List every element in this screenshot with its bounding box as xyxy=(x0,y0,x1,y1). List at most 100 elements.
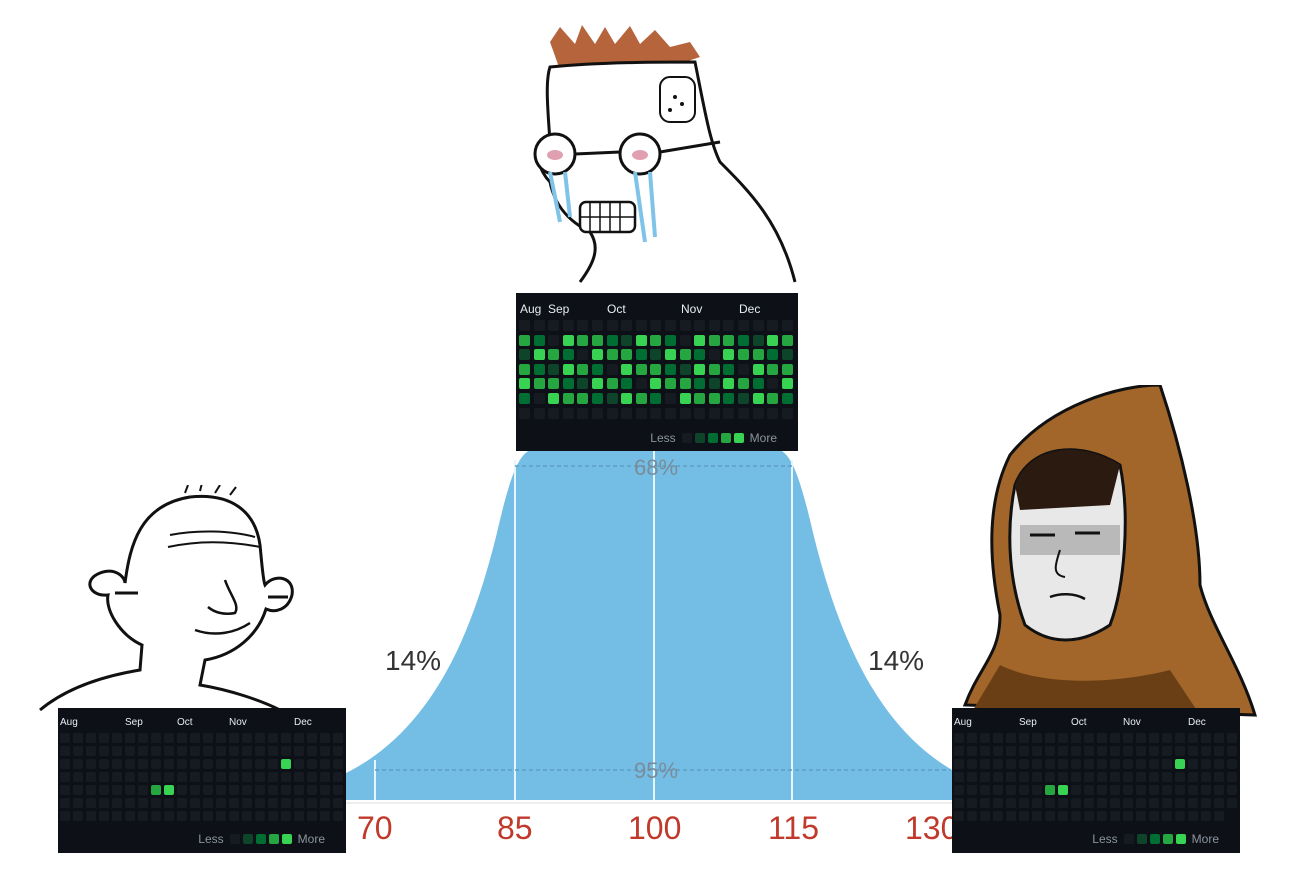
contribution-cell xyxy=(694,393,706,404)
contribution-cell xyxy=(151,811,161,821)
contribution-cell xyxy=(73,798,83,808)
contribution-cell xyxy=(621,378,633,390)
contribution-cell xyxy=(60,798,70,808)
legend-swatch xyxy=(681,433,692,443)
contribution-cell xyxy=(738,407,749,419)
contribution-cell xyxy=(738,393,749,404)
contribution-cell xyxy=(320,746,330,756)
contribution-cell xyxy=(242,733,252,743)
contribution-cell xyxy=(967,733,977,743)
contribution-cell xyxy=(533,393,545,404)
contribution-cell xyxy=(708,407,720,419)
contribution-cell xyxy=(1071,798,1081,808)
contribution-cell xyxy=(1084,798,1094,808)
contribution-cell xyxy=(320,798,330,808)
contribution-cell xyxy=(294,759,304,769)
contribution-cell xyxy=(577,407,589,419)
contribution-cell xyxy=(73,772,83,782)
contribution-cell xyxy=(650,393,662,404)
contribution-cell xyxy=(125,785,135,795)
contribution-cell xyxy=(562,320,574,331)
contribution-cell xyxy=(954,759,964,769)
legend-swatch xyxy=(733,433,744,443)
contribution-cell xyxy=(138,798,148,808)
contribution-cell xyxy=(1097,798,1107,808)
contribution-cell xyxy=(650,378,662,390)
contribution-cell xyxy=(307,759,317,769)
contribution-cell xyxy=(216,811,226,821)
contribution-cell xyxy=(1136,811,1146,821)
legend: Less More xyxy=(195,832,328,846)
contribution-cell xyxy=(333,772,343,782)
contribution-cell xyxy=(1045,785,1055,795)
contribution-cell xyxy=(1084,772,1094,782)
contribution-cell xyxy=(993,759,1003,769)
contribution-cell xyxy=(752,334,764,346)
contribution-cell xyxy=(138,733,148,743)
contribution-cell xyxy=(1201,785,1211,795)
contribution-cell xyxy=(242,772,252,782)
contribution-cell xyxy=(1136,759,1146,769)
contribution-cell xyxy=(281,733,291,743)
month-label: Aug xyxy=(954,717,972,728)
contribution-cell xyxy=(606,378,618,390)
contribution-cell xyxy=(694,334,706,346)
legend-swatch xyxy=(1123,834,1134,844)
contribution-cell xyxy=(1110,772,1120,782)
contribution-cell xyxy=(1006,811,1016,821)
contribution-cell xyxy=(1071,772,1081,782)
contribution-cell xyxy=(562,363,574,375)
contribution-cell xyxy=(781,349,793,361)
contribution-cell xyxy=(980,772,990,782)
contribution-cell xyxy=(519,320,530,331)
contribution-cell xyxy=(268,785,278,795)
contribution-cell xyxy=(592,334,603,346)
contribution-cell xyxy=(548,334,560,346)
contribution-cell xyxy=(255,746,265,756)
contribution-cell xyxy=(268,746,278,756)
contribution-cell xyxy=(606,334,618,346)
legend-swatch xyxy=(707,433,718,443)
contribution-cell xyxy=(99,798,109,808)
contribution-cell xyxy=(1045,733,1055,743)
contribution-cell xyxy=(1136,785,1146,795)
contribution-cell xyxy=(980,746,990,756)
contribution-cell xyxy=(606,320,618,331)
contribution-cell xyxy=(665,334,676,346)
contribution-cell xyxy=(1019,798,1029,808)
legend-more-label: More xyxy=(1191,832,1219,846)
contribution-cell xyxy=(1227,759,1237,769)
month-label: Aug xyxy=(60,717,78,728)
contribution-cell xyxy=(1175,746,1185,756)
month-label: Nov xyxy=(1123,717,1141,728)
legend: Less More xyxy=(647,431,780,445)
contribution-cell xyxy=(1019,733,1029,743)
contribution-cell xyxy=(548,363,560,375)
contribution-cell xyxy=(954,733,964,743)
legend-swatch xyxy=(229,834,240,844)
contribution-cell xyxy=(1071,759,1081,769)
contribution-cell xyxy=(242,798,252,808)
legend-swatch xyxy=(281,834,292,844)
x-tick-115: 115 xyxy=(768,810,820,846)
contribution-cell xyxy=(592,320,603,331)
legend-swatch xyxy=(720,433,731,443)
contribution-cell xyxy=(621,334,633,346)
contribution-cell xyxy=(73,785,83,795)
contribution-cell xyxy=(1019,785,1029,795)
contribution-cell xyxy=(1149,811,1159,821)
contribution-cell xyxy=(268,759,278,769)
contribution-cell xyxy=(548,393,560,404)
contribution-cell xyxy=(1032,798,1042,808)
contribution-cell xyxy=(679,407,691,419)
x-tick-100: 100 xyxy=(628,810,682,846)
contribution-cell xyxy=(86,798,96,808)
month-label: Dec xyxy=(294,717,312,728)
contribution-cell xyxy=(767,378,779,390)
contribution-cell xyxy=(1175,772,1185,782)
contribution-cell xyxy=(307,772,317,782)
contribution-cell xyxy=(650,320,662,331)
contribution-cell xyxy=(1110,746,1120,756)
x-tick-70: 70 xyxy=(357,810,393,846)
contribution-cell xyxy=(1227,798,1237,808)
